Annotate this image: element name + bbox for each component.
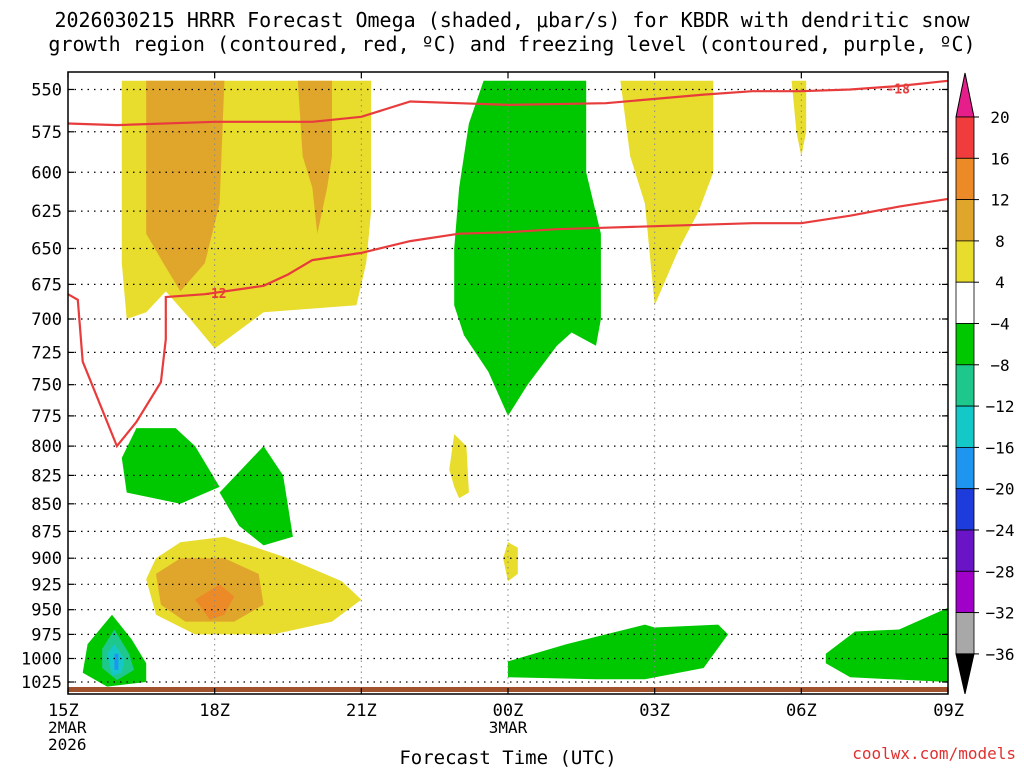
xtick-label-21Z: 21Z (346, 701, 377, 721)
colorbar-bin-3 (955, 240, 975, 283)
xtick-label-15Z: 15Z (48, 701, 79, 721)
ytick-label-800: 800 (31, 437, 62, 457)
colorbar-bin-9 (955, 488, 975, 531)
ytick-label-575: 575 (31, 123, 62, 143)
omega-region-5 (449, 434, 469, 499)
ytick-label-550: 550 (31, 80, 62, 100)
colorbar-bin-0 (955, 116, 975, 159)
omega-region-10 (454, 80, 601, 416)
ytick-label-600: 600 (31, 163, 62, 183)
colorbar-label-9: −20 (986, 480, 1015, 499)
colorbar-label-8: −16 (986, 438, 1015, 457)
xtick-label-09Z: 09Z (933, 701, 964, 721)
ytick-label-700: 700 (31, 310, 62, 330)
axis-layer: 550 575 600 625 650 675 700 725 750 775 800 825 850 8… (21, 71, 964, 768)
colorbar: 20 16 12 8 4 −4 −8 −12 −16 −20 −24 −28 −32 −36 (955, 72, 1015, 695)
chart-title-line-1: 2026030215 HRRR Forecast Omega (shaded, … (54, 8, 970, 32)
xtick-sublabel-15Z-1: 2026 (48, 735, 87, 754)
omega-region-8 (156, 558, 264, 622)
omega-region-11 (121, 428, 220, 504)
colorbar-label-7: −12 (986, 397, 1015, 416)
xtick-label-00Z: 00Z (493, 701, 524, 721)
colorbar-bin-10 (955, 529, 975, 572)
contour-line-0 (67, 79, 949, 127)
colorbar-bin-5 (955, 323, 975, 366)
ytick-label-1025: 1025 (21, 673, 62, 693)
ytick-label-675: 675 (31, 275, 62, 295)
colorbar-label-2: 12 (990, 191, 1009, 210)
ytick-label-825: 825 (31, 466, 62, 486)
contour-line-1 (67, 197, 949, 449)
omega-region-12 (219, 446, 293, 546)
xtick-label-03Z: 03Z (639, 701, 670, 721)
contour-label-0: -18 (886, 82, 910, 97)
xtick-sublabel-00Z-0: 3MAR (489, 718, 528, 737)
colorbar-label-6: −8 (990, 356, 1009, 375)
colorbar-label-5: −4 (990, 315, 1009, 334)
omega-shading-layer (68, 80, 948, 692)
colorbar-bin-1 (955, 157, 975, 201)
colorbar-label-10: −24 (986, 521, 1015, 540)
omega-region-18 (825, 607, 948, 682)
ytick-label-875: 875 (31, 522, 62, 542)
contour-layer: -18 -12 (67, 79, 949, 449)
colorbar-label-1: 16 (990, 149, 1009, 168)
colorbar-bin-8 (955, 446, 975, 490)
omega-region-9 (195, 584, 235, 620)
omega-region-17 (508, 624, 728, 680)
colorbar-top-arrow (955, 72, 975, 118)
ytick-label-1000: 1000 (21, 650, 62, 670)
colorbar-label-4: 4 (995, 273, 1005, 292)
chart-title-line-2: growth region (contoured, red, ºC) and f… (48, 32, 976, 56)
ytick-label-625: 625 (31, 202, 62, 222)
xtick-label-18Z: 18Z (199, 701, 230, 721)
colorbar-label-12: −32 (986, 604, 1015, 623)
colorbar-label-13: −36 (986, 645, 1015, 664)
colorbar-bin-12 (955, 612, 975, 655)
xtick-label-06Z: 06Z (786, 701, 817, 721)
x-axis-title: Forecast Time (UTC) (399, 747, 616, 768)
ytick-label-850: 850 (31, 495, 62, 515)
colorbar-label-3: 8 (995, 232, 1005, 251)
omega-region-16 (114, 653, 119, 670)
colorbar-label-11: −28 (986, 562, 1015, 581)
omega-region-1 (146, 80, 225, 292)
ytick-label-975: 975 (31, 625, 62, 645)
ytick-label-925: 925 (31, 575, 62, 595)
colorbar-bin-2 (955, 199, 975, 242)
colorbar-bin-11 (955, 570, 975, 613)
ytick-label-650: 650 (31, 239, 62, 259)
ytick-label-725: 725 (31, 343, 62, 363)
colorbar-label-0: 20 (990, 108, 1009, 127)
xtick-sublabel-15Z-0: 2MAR (48, 718, 87, 737)
ytick-label-900: 900 (31, 549, 62, 569)
omega-region-2 (297, 80, 332, 234)
omega-region-4 (791, 80, 807, 157)
omega-region-6 (503, 542, 518, 582)
ytick-label-750: 750 (31, 376, 62, 396)
colorbar-bin-4 (955, 281, 975, 324)
contour-label-1: -12 (203, 287, 226, 302)
ytick-label-950: 950 (31, 601, 62, 621)
omega-region-3 (620, 80, 714, 306)
colorbar-bin-7 (955, 405, 975, 448)
colorbar-bottom-arrow (955, 653, 975, 695)
site-credit: coolwx.com/models (852, 744, 1016, 763)
colorbar-bin-6 (955, 364, 975, 407)
grid-layer (68, 72, 948, 694)
ytick-label-775: 775 (31, 407, 62, 427)
